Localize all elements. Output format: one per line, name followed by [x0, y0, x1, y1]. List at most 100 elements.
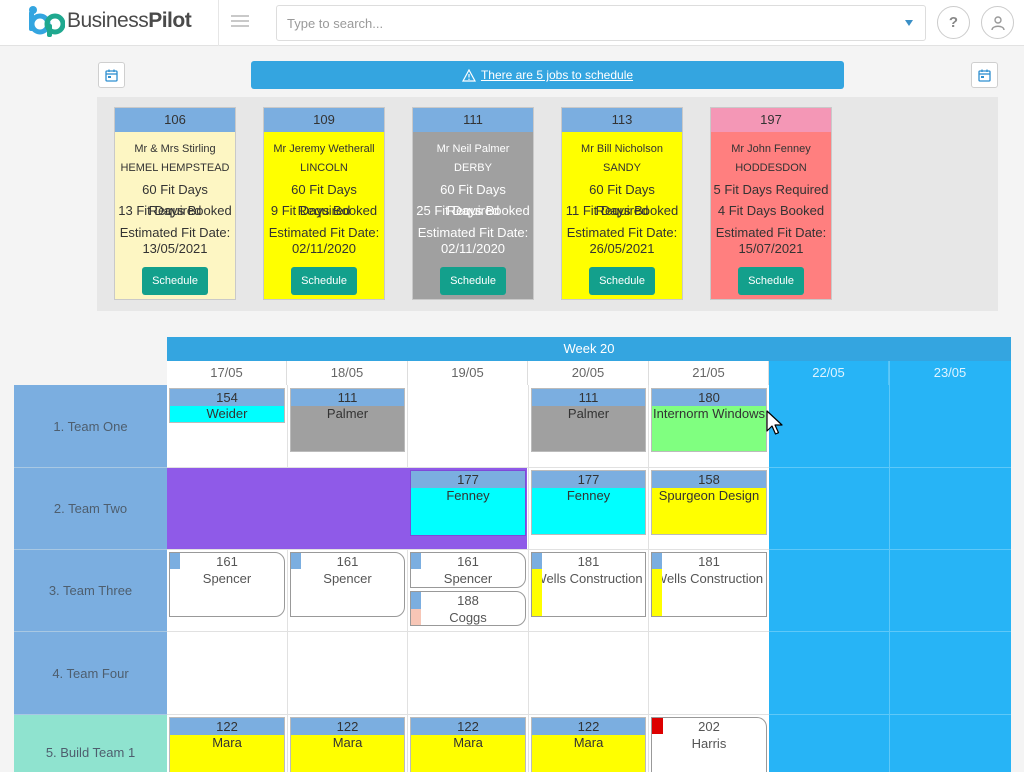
fit-days-booked: 25 Fit Days Booked: [416, 203, 530, 218]
calendar-right-button[interactable]: [971, 62, 998, 88]
job-customer-name: Mr Jeremy Wetherall: [273, 143, 375, 155]
schedule-event[interactable]: 122 Mara: [410, 717, 526, 772]
schedule-event[interactable]: 188 Coggs: [410, 591, 526, 626]
fit-days-booked: 11 Fit Days Booked: [565, 203, 679, 218]
warning-icon: [461, 68, 476, 82]
event-name: Spencer: [323, 571, 372, 586]
dropdown-caret-icon[interactable]: [905, 20, 913, 26]
job-card[interactable]: 197 Mr John Fenney HODDESDON 5 Fit Days …: [710, 107, 832, 300]
calendar-icon: [105, 69, 118, 82]
schedule-event[interactable]: 161 Spencer: [169, 552, 285, 617]
job-number: 111: [413, 108, 533, 132]
calendar-left-button[interactable]: [98, 62, 125, 88]
schedule-button[interactable]: Schedule: [291, 267, 357, 295]
hamburger-icon[interactable]: [231, 12, 249, 32]
event-name: Mara: [212, 735, 242, 750]
fit-days-required: 60 Fit Days Required: [589, 182, 655, 218]
estimated-fit-label: Estimated Fit Date:: [417, 225, 529, 240]
mouse-cursor-icon: [766, 410, 783, 435]
event-name: Spencer: [443, 571, 493, 586]
estimated-fit-label: Estimated Fit Date:: [715, 225, 827, 240]
help-button[interactable]: ?: [937, 6, 970, 39]
schedule-button[interactable]: Schedule: [738, 267, 804, 295]
schedule-button[interactable]: Schedule: [589, 267, 655, 295]
day-header: 20/05: [528, 361, 649, 385]
fit-days-required: 60 Fit Days Required: [440, 182, 506, 218]
banner-link[interactable]: There are 5 jobs to schedule: [480, 68, 634, 82]
event-number: 122: [532, 718, 645, 735]
grid-line: [167, 549, 769, 550]
event-color-stripe: [652, 553, 662, 616]
job-card[interactable]: 106 Mr & Mrs Stirling HEMEL HEMPSTEAD 60…: [114, 107, 236, 300]
schedule-event[interactable]: 122 Mara: [290, 717, 405, 772]
event-color-stripe: [411, 592, 421, 625]
event-name: Mara: [453, 735, 483, 750]
estimated-fit-date: 26/05/2021: [589, 241, 655, 256]
estimated-fit-label: Estimated Fit Date:: [119, 225, 231, 240]
job-card[interactable]: 109 Mr Jeremy Wetherall LINCOLN 60 Fit D…: [263, 107, 385, 300]
event-color-stripe: [532, 553, 542, 616]
event-name: Wells Construction: [654, 571, 764, 586]
team-label: 2. Team Two: [14, 468, 167, 550]
estimated-fit-date: 02/11/2020: [440, 241, 506, 256]
day-header: 22/05: [769, 361, 889, 385]
business-pilot-logo[interactable]: BusinessPilot: [27, 5, 192, 37]
schedule-button[interactable]: Schedule: [142, 267, 208, 295]
job-number: 113: [562, 108, 682, 132]
event-name: Harris: [691, 736, 727, 751]
brand-part-1: Business: [67, 9, 149, 32]
schedule-event[interactable]: 122 Mara: [531, 717, 646, 772]
job-customer-name: Mr & Mrs Stirling: [134, 143, 216, 155]
schedule-event[interactable]: 181 Wells Construction: [651, 552, 767, 617]
bp-logo-icon: [29, 6, 65, 37]
event-number: 111: [532, 389, 645, 406]
schedule-event[interactable]: 158 Spurgeon Design: [651, 470, 767, 535]
schedule-event[interactable]: 177 Fenney: [531, 470, 646, 535]
week-header: Week 20: [167, 337, 1011, 361]
event-name: Wells Construction: [534, 571, 643, 586]
event-name: Spurgeon Design: [658, 488, 760, 503]
schedule-event[interactable]: 154 Weider: [169, 388, 285, 423]
event-name: Spencer: [202, 571, 252, 586]
event-name: Internorm Windows: [653, 406, 765, 421]
search-box[interactable]: [276, 5, 926, 41]
schedule-event[interactable]: 111 Palmer: [531, 388, 646, 452]
schedule-event[interactable]: 181 Wells Construction: [531, 552, 646, 617]
event-name: Mara: [332, 735, 363, 750]
event-name: Coggs: [449, 610, 487, 625]
day-header: 21/05: [649, 361, 769, 385]
weekend-columns[interactable]: [769, 385, 1011, 772]
schedule-event[interactable]: 161 Spencer: [290, 552, 405, 617]
schedule-event[interactable]: 177 Fenney: [410, 470, 526, 536]
fit-days-booked: 9 Fit Days Booked: [270, 203, 378, 218]
brand-name: BusinessPilot: [67, 9, 192, 33]
event-name: Fenney: [446, 488, 490, 503]
grid-line: [287, 385, 288, 772]
schedule-button[interactable]: Schedule: [440, 267, 506, 295]
search-input[interactable]: [277, 6, 877, 40]
grid-line: [769, 467, 1011, 468]
event-number: 154: [170, 389, 284, 406]
job-card[interactable]: 111 Mr Neil Palmer DERBY 60 Fit Days Req…: [412, 107, 534, 300]
event-number: 181: [698, 554, 720, 569]
user-menu-button[interactable]: [981, 6, 1014, 39]
grid-line: [769, 714, 1011, 715]
schedule-event[interactable]: 202 Harris: [651, 717, 767, 772]
event-number: 177: [532, 471, 645, 488]
job-customer-name: Mr John Fenney: [731, 143, 811, 155]
job-card[interactable]: 113 Mr Bill Nicholson SANDY 60 Fit Days …: [561, 107, 683, 300]
day-header: 23/05: [889, 361, 1011, 385]
event-number: 122: [170, 718, 284, 735]
event-number: 161: [216, 554, 238, 569]
grid-line: [769, 549, 1011, 550]
schedule-event[interactable]: 180 Internorm Windows: [651, 388, 767, 452]
event-color-stripe: [170, 553, 180, 569]
schedule-event[interactable]: 111 Palmer: [290, 388, 405, 452]
user-icon: [990, 15, 1005, 30]
schedule-event[interactable]: 122 Mara: [169, 717, 285, 772]
help-icon: ?: [948, 14, 959, 31]
schedule-event[interactable]: 161 Spencer: [410, 552, 526, 588]
team-label: 1. Team One: [14, 385, 167, 468]
event-number: 111: [291, 389, 404, 406]
jobs-to-schedule-banner[interactable]: There are 5 jobs to schedule: [251, 61, 844, 89]
